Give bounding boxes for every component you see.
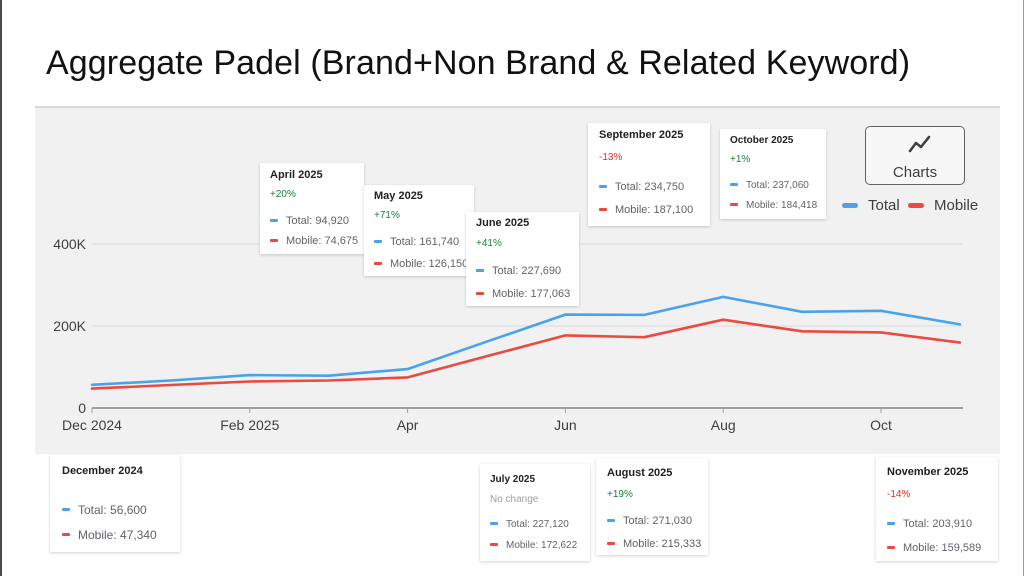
tooltip-month: October 2025 <box>730 135 794 146</box>
total-swatch <box>730 182 738 186</box>
total-swatch <box>607 518 615 522</box>
total-swatch <box>599 184 607 188</box>
tooltip-change: +41% <box>476 238 502 249</box>
tooltip-july-2025: July 2025 No change Total: 227,120 Mobil… <box>480 464 590 561</box>
charts-button[interactable]: Charts <box>865 126 965 185</box>
x-tick-label: Aug <box>711 417 736 433</box>
trend-line-icon <box>908 135 931 153</box>
x-tick-label: Dec 2024 <box>62 417 122 433</box>
y-tick-label: 400K <box>53 236 86 252</box>
tooltip-month: November 2025 <box>887 466 969 478</box>
tooltip-change: -13% <box>599 152 623 163</box>
total-swatch <box>374 239 382 243</box>
tooltip-total: Total: 203,910 <box>903 518 973 530</box>
tooltip-total: Total: 56,600 <box>78 503 147 517</box>
legend-mobile[interactable]: Mobile <box>908 197 978 214</box>
tooltip-month: December 2024 <box>62 465 143 477</box>
tooltip-change: +20% <box>270 189 296 200</box>
slide-edge-left <box>0 0 2 576</box>
tooltip-mobile: Mobile: 126,150 <box>390 258 469 270</box>
legend-mobile-label: Mobile <box>934 197 979 214</box>
tooltip-mobile: Mobile: 159,589 <box>903 542 982 554</box>
tooltip-mobile: Mobile: 184,418 <box>746 200 818 211</box>
total-swatch <box>476 268 484 272</box>
y-tick-label: 0 <box>78 400 86 416</box>
tooltip-total: Total: 237,060 <box>746 180 809 191</box>
mobile-swatch <box>490 542 498 546</box>
tooltip-august-2025: August 2025 +19% Total: 271,030 Mobile: … <box>596 458 708 555</box>
tooltip-change: No change <box>490 494 539 505</box>
tooltip-november-2025: November 2025 -14% Total: 203,910 Mobile… <box>876 457 998 561</box>
x-tick-label: Oct <box>870 417 892 433</box>
tooltip-december-2024: December 2024 Total: 56,600 Mobile: 47,3… <box>50 455 180 552</box>
tooltip-mobile: Mobile: 47,340 <box>78 528 157 542</box>
mobile-swatch <box>607 541 615 545</box>
series-line-mobile <box>90 318 962 390</box>
total-swatch <box>490 521 498 525</box>
tooltip-total: Total: 94,920 <box>286 215 349 227</box>
tooltip-total: Total: 161,740 <box>390 236 460 248</box>
tooltip-mobile: Mobile: 177,063 <box>492 288 571 300</box>
series-line-total <box>90 295 962 387</box>
tooltip-may-2025: May 2025 +71% Total: 161,740 Mobile: 126… <box>364 185 474 276</box>
tooltip-change: +19% <box>607 489 633 500</box>
legend-mobile-swatch <box>908 202 924 208</box>
tooltip-month: April 2025 <box>270 169 323 181</box>
x-tick-label: Jun <box>554 417 577 433</box>
tooltip-mobile: Mobile: 187,100 <box>615 204 694 216</box>
tooltip-month: September 2025 <box>599 129 684 141</box>
tooltip-total: Total: 234,750 <box>615 181 685 193</box>
legend-total-label: Total <box>868 197 900 214</box>
legend-total[interactable]: Total <box>842 197 900 214</box>
tooltip-april-2025: April 2025 +20% Total: 94,920 Mobile: 74… <box>260 163 364 254</box>
tooltip-mobile: Mobile: 74,675 <box>286 235 359 247</box>
tooltip-change: -14% <box>887 489 911 500</box>
tooltip-total: Total: 271,030 <box>623 515 693 527</box>
mobile-swatch <box>887 545 895 549</box>
tooltip-september-2025: September 2025 -13% Total: 234,750 Mobil… <box>588 123 710 226</box>
legend-total-swatch <box>842 202 858 208</box>
mobile-swatch <box>62 533 70 537</box>
tooltip-total: Total: 227,690 <box>492 265 562 277</box>
mobile-swatch <box>730 202 738 206</box>
tooltip-month: June 2025 <box>476 217 530 229</box>
x-tick-label: Apr <box>397 417 419 433</box>
tooltip-month: July 2025 <box>490 474 536 485</box>
tooltip-october-2025: October 2025 +1% Total: 237,060 Mobile: … <box>720 129 826 219</box>
mobile-swatch <box>270 238 278 242</box>
tooltip-total: Total: 227,120 <box>506 519 569 530</box>
tooltip-change: +1% <box>730 154 751 165</box>
tooltip-month: May 2025 <box>374 190 423 202</box>
mobile-swatch <box>476 291 484 295</box>
tooltip-month: August 2025 <box>607 467 673 479</box>
total-swatch <box>270 218 278 222</box>
tooltip-mobile: Mobile: 215,333 <box>623 538 702 550</box>
tooltip-change: +71% <box>374 210 400 221</box>
slide-title: Aggregate Padel (Brand+Non Brand & Relat… <box>46 44 911 82</box>
total-swatch <box>887 521 895 525</box>
mobile-swatch <box>374 261 382 265</box>
tooltip-june-2025: June 2025 +41% Total: 227,690 Mobile: 17… <box>466 212 579 306</box>
tooltip-mobile: Mobile: 172,622 <box>506 540 578 551</box>
x-tick-label: Feb 2025 <box>220 417 279 433</box>
total-swatch <box>62 508 70 512</box>
y-tick-label: 200K <box>53 318 86 334</box>
charts-button-label: Charts <box>892 164 938 181</box>
mobile-swatch <box>599 207 607 211</box>
